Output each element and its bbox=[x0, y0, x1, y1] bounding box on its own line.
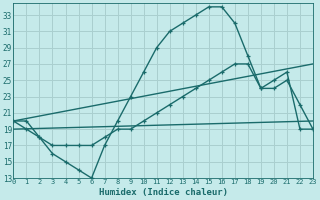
X-axis label: Humidex (Indice chaleur): Humidex (Indice chaleur) bbox=[99, 188, 228, 197]
